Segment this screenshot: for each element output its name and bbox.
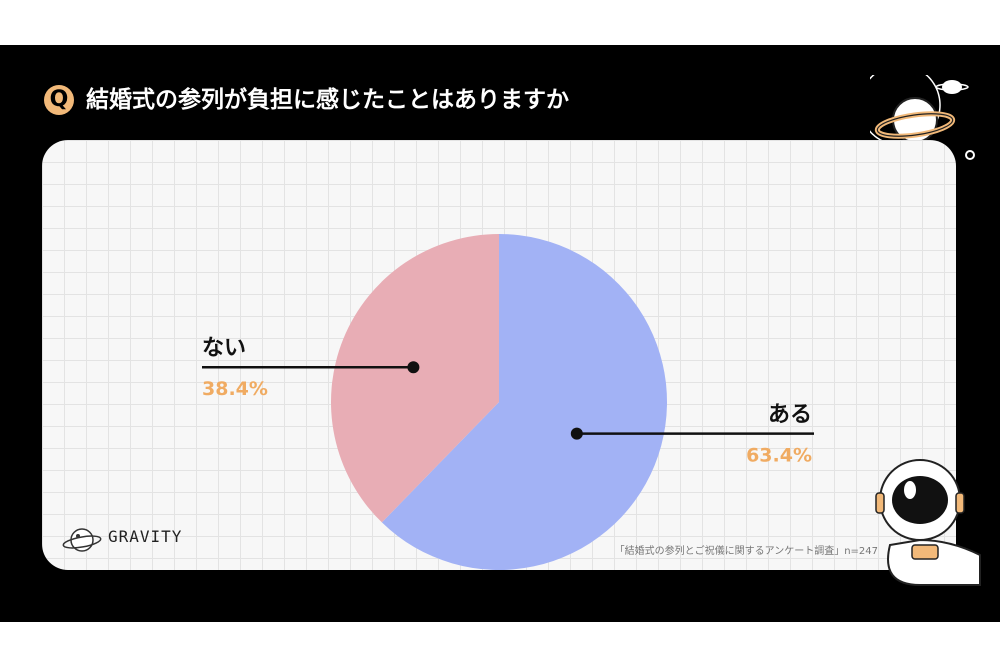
slice-value-1: 38.4% [202,378,268,400]
slice-label-1: ない [202,336,246,361]
astronaut-icon [875,459,981,586]
slice-label-0: ある [768,403,812,428]
pie-slice-1 [331,234,499,523]
gravity-logo-icon [62,528,102,552]
slide: Q 結婚式の参列が負担に感じたことはありますか ある 63.4% ない 38.4% G… [0,45,1000,622]
question-badge: Q [44,85,74,115]
source-note: 「結婚式の参列とご祝儀に関するアンケート調査」n=247 [614,546,878,557]
planet-icon [870,75,975,160]
brand-name: GRAVITY [108,527,183,546]
leader-dot-1 [407,361,420,374]
question-title: 結婚式の参列が負担に感じたことはありますか [86,87,569,113]
chart-panel: ある 63.4% ない 38.4% GRAVITY 「結婚式の参列とご祝儀に関するアン… [42,140,956,570]
pie-slice-0 [381,234,667,570]
leader-dot-0 [570,427,583,440]
slice-value-0: 63.4% [746,445,812,467]
pie-chart: ある 63.4% ない 38.4% [202,234,814,570]
